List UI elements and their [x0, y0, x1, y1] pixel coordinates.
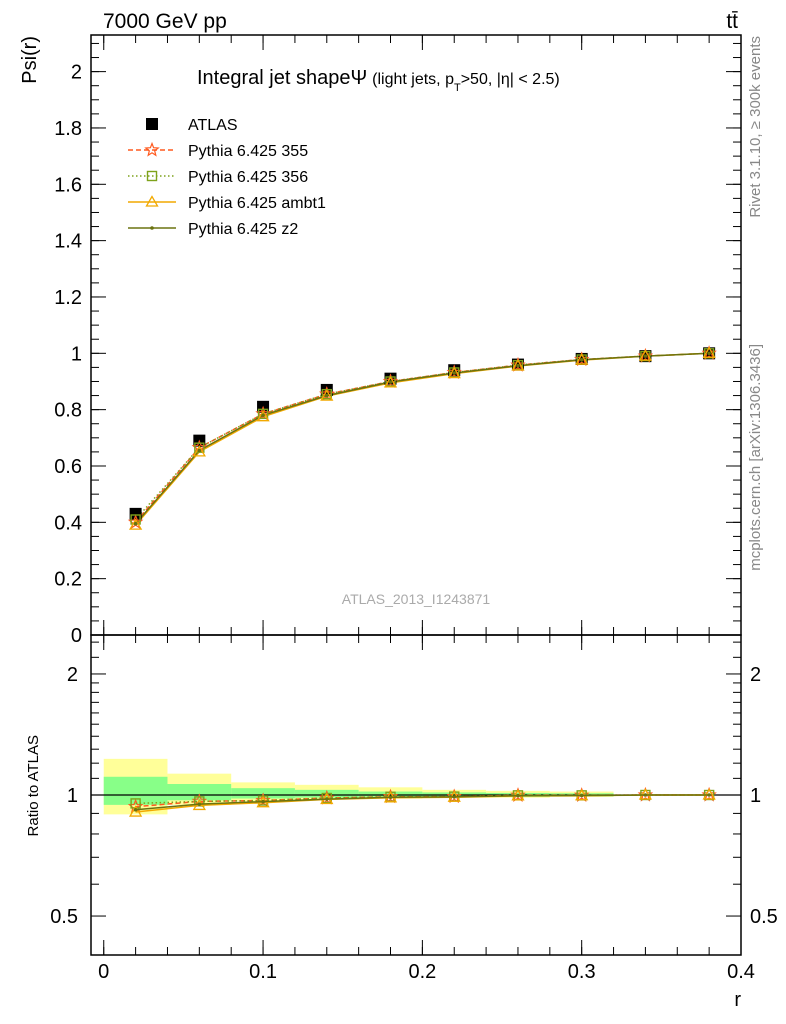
main-ylabel: Psi(r)	[19, 36, 41, 84]
ratio-panel: 0 0.1 0.2 0.3 0.4 0.5 0.5 1 1 2 2	[50, 634, 778, 983]
legend-label-2: Pythia 6.425 ambt1	[188, 195, 326, 212]
main-ytick-label: 1.6	[54, 174, 82, 196]
ratio-series-3-point	[452, 795, 457, 799]
series-2-point	[383, 376, 398, 388]
series-2-point	[702, 346, 716, 358]
ratio-ytick-label-left: 1	[67, 785, 78, 807]
main-ytick-label: 0.8	[54, 400, 82, 422]
series-2-point	[320, 389, 334, 401]
ratio-series-3-point	[197, 802, 202, 806]
series-3-point	[579, 357, 584, 362]
series-3-point	[516, 363, 520, 368]
ratio-series-3-point	[643, 793, 648, 797]
title-sub-sub: T	[454, 82, 461, 94]
ratio-series-3-point	[579, 793, 584, 798]
main-ytick-label: 1.4	[54, 231, 82, 253]
series-1-point	[257, 408, 269, 420]
main-panel: 0 0.2 0.4 0.6 0.8 1 1.2 1.4 1.6 1.8 2	[54, 34, 742, 647]
series-line-2	[135, 352, 710, 526]
series-3-point	[707, 351, 711, 356]
atlas-point	[129, 507, 142, 520]
ratio-series-3-point	[388, 795, 393, 800]
x-tick-label: 0.3	[568, 961, 596, 983]
series-2-point	[638, 349, 653, 361]
ratio-series-3-point	[133, 807, 138, 812]
watermark: ATLAS_2013_I1243871	[342, 591, 491, 607]
ratio-series-line-3	[135, 794, 710, 811]
main-ytick-label: 2	[71, 62, 82, 84]
title-symbol: Ψ	[350, 67, 367, 89]
ratio-ytick-label-left: 2	[67, 664, 78, 686]
series-2-point	[192, 445, 206, 457]
x-tick-label: 0.1	[249, 961, 277, 983]
series-3-point	[643, 354, 648, 358]
legend-label-1: Pythia 6.425 356	[188, 169, 308, 186]
series-3-point	[197, 448, 202, 453]
main-ytick-label: 0.2	[54, 569, 82, 591]
main-ytick-label: 0.6	[54, 456, 82, 478]
legend: ATLAS Pythia 6.425 355 Pythia 6.425 356 Pyt…	[128, 117, 326, 238]
rivet-label: Rivet 3.1.10, ≥ 300k events	[747, 36, 764, 218]
legend-label-3: Pythia 6.425 z2	[188, 221, 298, 238]
series-2-point	[511, 359, 525, 371]
title-sub-b: >50, |η| < 2.5)	[461, 71, 560, 88]
mcplots-label: mcplots.cern.ch [arXiv:1306.3436]	[747, 344, 764, 571]
series-2-point	[128, 518, 143, 530]
legend-label-0: Pythia 6.425 355	[188, 143, 308, 160]
legend-marker-3	[150, 226, 154, 230]
series-3-point	[133, 521, 138, 526]
x-tick-label: 0.4	[727, 961, 755, 983]
main-ytick-label: 1	[71, 343, 82, 365]
ratio-ytick-label-right: 1	[750, 785, 761, 807]
series-3-point	[452, 371, 457, 375]
ratio-band-green	[358, 791, 423, 797]
main-ytick-label: 1.2	[54, 287, 82, 309]
main-ytick-label: 0.4	[54, 512, 82, 534]
legend-marker-atlas	[146, 118, 158, 130]
ratio-series-3-point	[324, 797, 329, 801]
series-3-point	[261, 413, 265, 418]
ratio-series-2-point	[128, 805, 143, 817]
main-ytick-label: 0	[71, 625, 82, 647]
legend-marker-1	[146, 170, 158, 182]
ratio-series-3-point	[707, 793, 711, 797]
ratio-band-green	[167, 784, 232, 801]
series-line-3	[135, 352, 710, 525]
ratio-ytick-label-right: 2	[750, 664, 761, 686]
series-2-point	[256, 409, 270, 422]
legend-marker-0	[144, 141, 160, 157]
series-2-point	[447, 366, 461, 379]
ratio-frame	[90, 634, 742, 956]
ratio-series-3-point	[516, 793, 520, 798]
header-right: tt̄	[726, 10, 738, 33]
header-left: 7000 GeV pp	[103, 10, 227, 33]
ratio-series-3-point	[261, 799, 265, 804]
title-sub-a: (light jets, p	[372, 71, 454, 88]
title-main: Integral jet shape	[197, 67, 350, 89]
ratio-ytick-label-left: 0.5	[50, 906, 78, 928]
series-3-point	[388, 380, 393, 384]
x-tick-label: 0.2	[408, 961, 436, 983]
legend-label-atlas: ATLAS	[188, 117, 238, 134]
ratio-ytick-label-right: 0.5	[750, 906, 778, 928]
x-axis-label: r	[734, 989, 741, 1011]
series-3-point	[324, 393, 329, 398]
ratio-ylabel: Ratio to ATLAS	[25, 735, 42, 836]
x-tick-label: 0	[98, 961, 109, 983]
main-title: Integral jet shapeΨ (light jets, pT>50, |…	[197, 67, 560, 94]
legend-marker-2	[145, 195, 159, 207]
series-2-point	[575, 353, 589, 365]
ratio-series-1-point	[130, 798, 141, 809]
main-ytick-label: 1.8	[54, 118, 82, 140]
